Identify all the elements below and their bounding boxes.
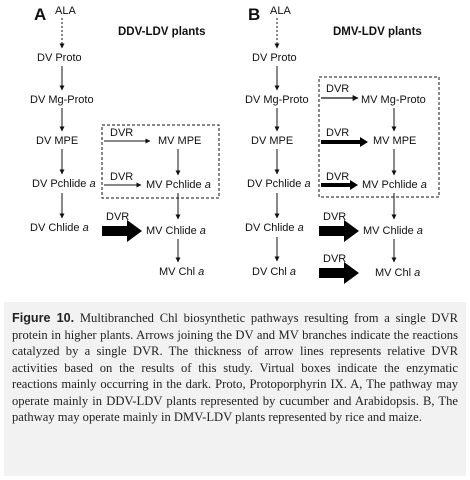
dvr-arrow-medium xyxy=(321,180,358,190)
dv-proto: DV Proto xyxy=(252,52,297,64)
figure-caption-box: Figure 10. Multibranched Chl biosyntheti… xyxy=(4,302,466,476)
dv-mg-proto: DV Mg-Proto xyxy=(30,94,94,106)
dvr-label: DVR xyxy=(326,127,349,139)
dvr-label: DVR xyxy=(326,171,349,183)
dvr-arrow-medium xyxy=(321,137,368,147)
mv-chl: MV Chl a xyxy=(159,266,204,278)
dvr-label: DVR xyxy=(323,253,346,265)
caption-text: Multibranched Chl biosynthetic pathways … xyxy=(12,311,458,424)
dvr-label: DVR xyxy=(110,127,133,139)
mv-mpe: MV MPE xyxy=(158,135,201,147)
panel-b-letter: B xyxy=(248,5,260,24)
dv-mg-proto: DV Mg-Proto xyxy=(245,94,309,106)
figure-label: Figure 10. xyxy=(12,311,75,325)
mv-chlide: MV Chlide a xyxy=(146,225,206,237)
dvr-label: DVR xyxy=(323,211,346,223)
mv-pchlide: MV Pchlide a xyxy=(146,179,211,191)
mv-pchlide: MV Pchlide a xyxy=(362,179,427,191)
panel-b-title: DMV-LDV plants xyxy=(333,26,422,38)
figure-caption: Figure 10. Multibranched Chl biosyntheti… xyxy=(12,310,458,426)
dvr-arrow-thick xyxy=(319,262,359,284)
ala-label: ALA xyxy=(55,5,76,17)
dv-mpe: DV MPE xyxy=(251,135,293,147)
ala-label: ALA xyxy=(270,5,291,17)
dvr-arrow-thick xyxy=(102,220,142,242)
panel-a-title: DDV-LDV plants xyxy=(118,26,206,38)
dvr-label: DVR xyxy=(326,83,349,95)
dv-chl: DV Chl a xyxy=(252,266,296,278)
mv-chl: MV Chl a xyxy=(375,267,420,279)
dvr-label: DVR xyxy=(110,171,133,183)
pathway-figure: A DDV-LDV plants ALA DV Proto DV Mg-Prot… xyxy=(30,5,440,284)
dv-pchlide: DV Pchlide a xyxy=(247,178,311,190)
dv-mpe: DV MPE xyxy=(36,135,78,147)
dv-chlide: DV Chlide a xyxy=(30,222,89,234)
mv-chlide: MV Chlide a xyxy=(363,225,423,237)
panel-b: B DMV-LDV plants ALA DV Proto DV Mg-Prot… xyxy=(245,5,440,284)
panel-a-letter: A xyxy=(34,5,46,24)
dv-chlide: DV Chlide a xyxy=(245,222,304,234)
mv-mpe: MV MPE xyxy=(373,135,416,147)
dv-pchlide: DV Pchlide a xyxy=(32,178,96,190)
dvr-label: DVR xyxy=(106,211,129,223)
panel-a: A DDV-LDV plants ALA DV Proto DV Mg-Prot… xyxy=(30,5,220,278)
dvr-arrow-thick xyxy=(319,220,359,242)
dv-proto: DV Proto xyxy=(37,52,82,64)
mv-mg-proto: MV Mg-Proto xyxy=(361,94,426,106)
dark-reaction-box xyxy=(318,76,440,198)
